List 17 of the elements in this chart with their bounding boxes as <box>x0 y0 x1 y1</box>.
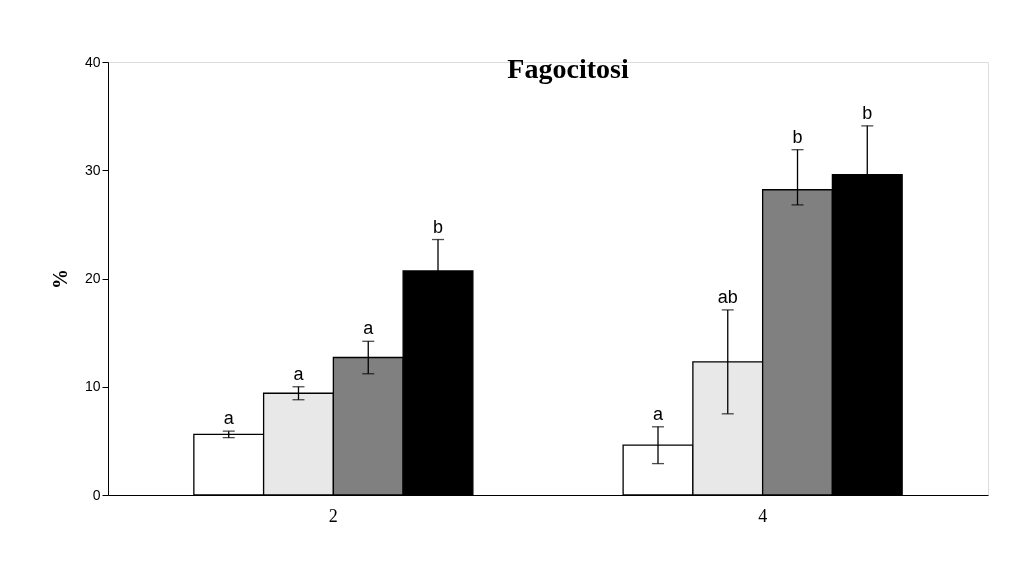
y-tick-label: 20 <box>84 270 101 286</box>
data-label: a <box>293 363 305 384</box>
data-label: a <box>652 403 664 424</box>
y-tick-label: 10 <box>84 378 101 395</box>
x-tick-label: 4 <box>758 505 768 526</box>
y-tick-label: 0 <box>92 486 101 503</box>
data-label: a <box>223 408 235 429</box>
data-label: b <box>862 102 873 123</box>
y-tick-label: 40 <box>84 53 101 70</box>
data-label: b <box>792 126 803 147</box>
y-axis-title: % <box>48 269 71 289</box>
data-label: b <box>432 216 444 237</box>
chart-title: Fagocitosi <box>507 53 629 84</box>
x-tick-label: 2 <box>328 505 338 526</box>
data-label: a <box>363 318 375 339</box>
data-label: ab <box>717 286 738 307</box>
y-tick-label: 30 <box>84 161 101 178</box>
